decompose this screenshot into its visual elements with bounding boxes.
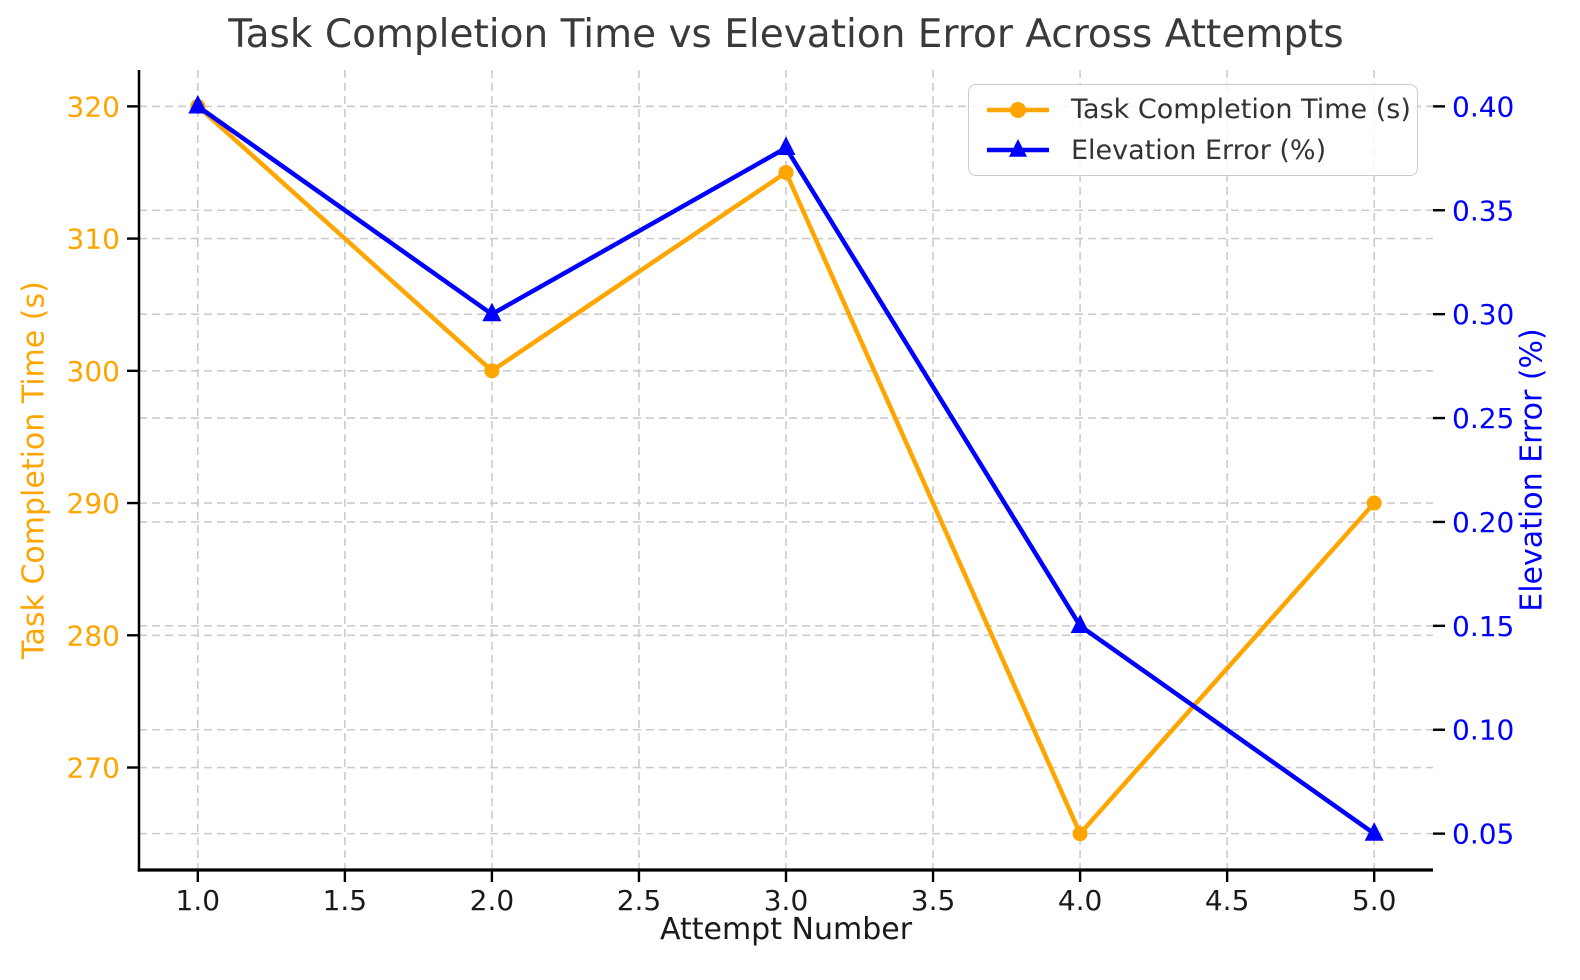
y-right-tick-label: 0.40 (1452, 90, 1514, 123)
y-left-tick-label: 270 (67, 752, 120, 785)
data-point-circle (1072, 826, 1088, 842)
data-point-triangle (776, 136, 796, 156)
legend-item-elevation-error: Elevation Error (%) (985, 135, 1417, 166)
y-right-tick-label: 0.15 (1452, 610, 1514, 643)
y-left-tick-label: 300 (67, 355, 120, 388)
x-tick-label: 4.0 (1058, 884, 1103, 917)
legend-label: Task Completion Time (s) (1071, 94, 1411, 126)
x-tick-label: 1.0 (176, 884, 221, 917)
x-tick-label: 4.5 (1205, 884, 1250, 917)
legend-swatch-blue-triangle-icon (987, 139, 1049, 157)
data-point-triangle (1364, 822, 1384, 841)
y-axis-label-right: Elevation Error (%) (1514, 328, 1550, 612)
y-left-tick-label: 290 (67, 487, 120, 520)
data-point-triangle (188, 94, 208, 114)
x-tick-label: 2.5 (617, 884, 662, 917)
data-point-triangle (482, 302, 502, 322)
y-left-tick-label: 310 (67, 223, 120, 256)
y-right-tick-label: 0.05 (1452, 818, 1514, 851)
legend-item-task-completion-time: Task Completion Time (s) (985, 94, 1417, 125)
y-left-tick-label: 280 (67, 619, 120, 652)
data-point-circle (778, 164, 794, 180)
y-right-tick-label: 0.35 (1452, 194, 1514, 227)
legend-swatch-orange-circle-icon (987, 101, 1049, 118)
x-tick-label: 2.0 (470, 884, 515, 917)
legend-label: Elevation Error (%) (1071, 134, 1327, 166)
x-tick-label: 3.5 (911, 884, 956, 917)
legend-triangle-marker-icon (1009, 139, 1027, 157)
y-right-tick-label: 0.10 (1452, 714, 1514, 747)
x-tick-label: 1.5 (323, 884, 368, 917)
x-axis-label: Attempt Number (659, 912, 913, 947)
data-point-circle (484, 363, 500, 379)
y-right-tick-label: 0.30 (1452, 298, 1514, 331)
legend-circle-marker-icon (1010, 101, 1026, 118)
y-right-tick-label: 0.20 (1452, 506, 1514, 539)
legend: Task Completion Time (s) Elevation Error… (968, 84, 1418, 176)
chart-title: Task Completion Time vs Elevation Error … (228, 12, 1344, 57)
x-tick-label: 3.0 (764, 884, 809, 917)
y-right-tick-label: 0.25 (1452, 402, 1514, 435)
y-axis-label-left: Task Completion Time (s) (16, 281, 52, 659)
y-left-tick-label: 320 (67, 90, 120, 123)
data-point-circle (1366, 495, 1382, 511)
data-point-triangle (1070, 614, 1090, 633)
x-tick-label: 5.0 (1352, 884, 1397, 917)
